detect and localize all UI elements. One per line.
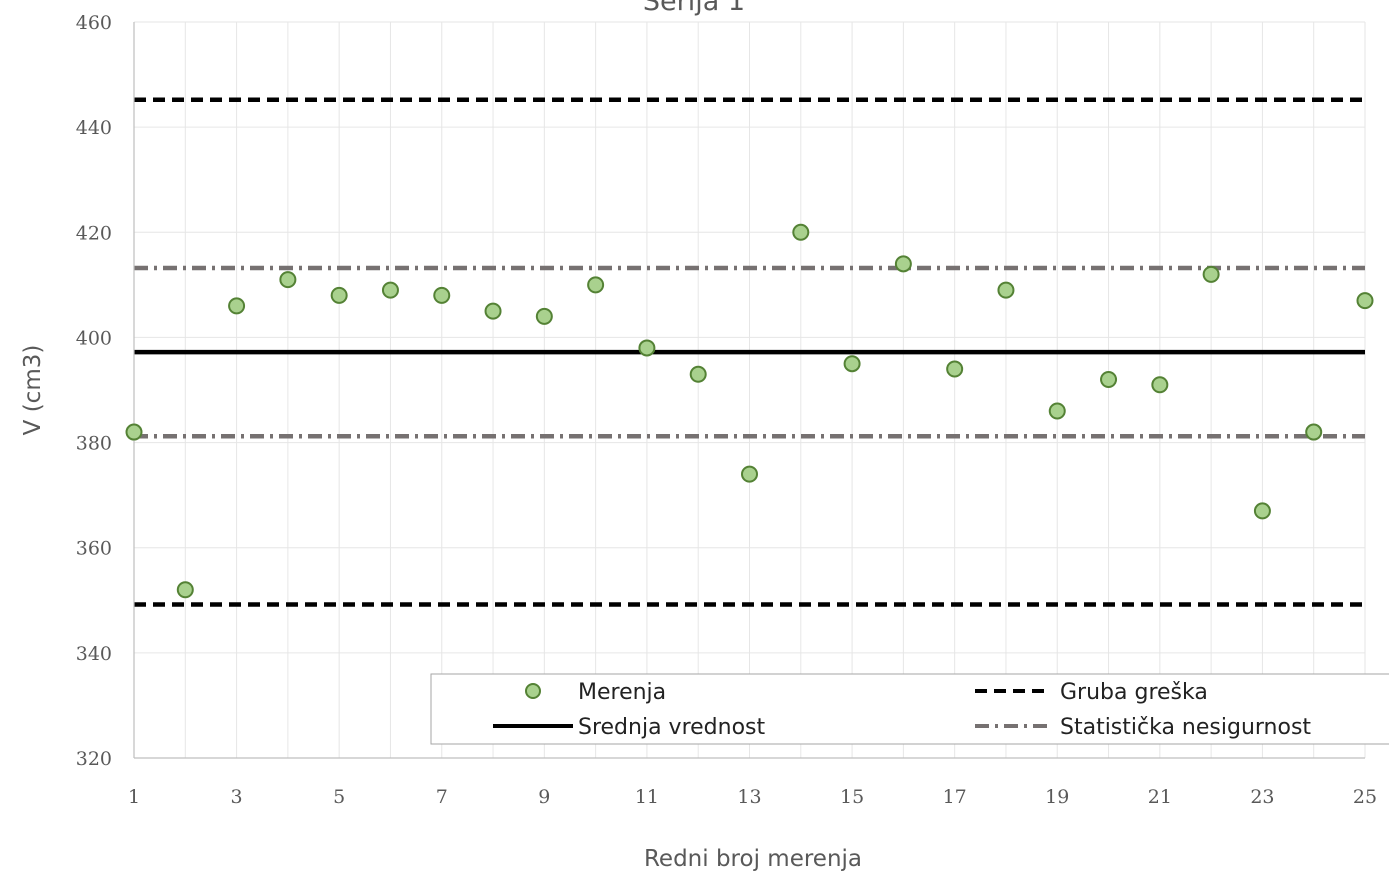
reference-lines (134, 97, 1365, 607)
data-point (1048, 402, 1066, 420)
y-axis-title: V (cm3) (20, 345, 46, 436)
data-point (997, 281, 1015, 299)
legend-label-gruba-greska: Gruba greška (1060, 680, 1208, 705)
y-tick-label: 380 (76, 433, 112, 455)
data-point (741, 465, 758, 483)
legend-box (430, 673, 1389, 745)
data-point (1356, 292, 1374, 310)
data-point (125, 423, 143, 441)
data-point (1253, 502, 1271, 520)
x-tick-label: 9 (538, 786, 550, 808)
data-point (638, 339, 656, 357)
data-point (1202, 265, 1220, 283)
x-tick-label: 17 (943, 786, 967, 808)
x-tick-label: 15 (840, 786, 864, 808)
x-tick-label: 1 (128, 786, 140, 808)
x-axis-title: Redni broj merenja (644, 846, 862, 872)
data-point (176, 581, 194, 599)
x-tick-label: 23 (1250, 786, 1274, 808)
axes (133, 22, 1365, 759)
y-tick-label: 360 (76, 538, 112, 560)
legend-label-merenja: Merenja (578, 680, 666, 705)
data-point (1305, 423, 1323, 441)
data-point (946, 360, 964, 378)
data-point (535, 307, 553, 325)
x-tick-label: 3 (231, 786, 243, 808)
data-point (228, 297, 246, 315)
x-tick-label: 5 (333, 786, 345, 808)
data-point (330, 286, 348, 304)
data-point (484, 302, 502, 320)
x-tick-label: 19 (1045, 786, 1069, 808)
data-point (279, 271, 297, 289)
y-tick-label: 400 (76, 327, 112, 349)
data-point (433, 286, 451, 304)
legend-label-statisticka-nesigurnost: Statistička nesigurnost (1060, 715, 1311, 740)
y-tick-label: 460 (76, 12, 112, 34)
legend-marker-merenja (525, 683, 541, 699)
data-point (1151, 376, 1169, 394)
y-tick-label: 420 (76, 222, 112, 244)
data-point (843, 355, 861, 373)
legend: Merenja Gruba greška Srednja vrednost St… (430, 673, 1389, 745)
data-point (587, 276, 605, 294)
data-point (689, 365, 707, 383)
x-tick-label: 7 (436, 786, 448, 808)
x-tick-label: 21 (1148, 786, 1172, 808)
x-tick-label: 11 (635, 786, 659, 808)
data-point (792, 223, 810, 241)
x-tick-label: 13 (737, 786, 761, 808)
data-point (1100, 370, 1118, 388)
x-tick-label: 25 (1353, 786, 1377, 808)
y-tick-label: 440 (76, 117, 112, 139)
y-tick-label: 340 (76, 643, 112, 665)
grid (133, 21, 1366, 759)
y-tick-label: 320 (76, 748, 112, 770)
data-point (381, 281, 399, 299)
chart-title: Serija 1 (643, 0, 745, 17)
legend-label-srednja-vrednost: Srednja vrednost (578, 715, 766, 740)
data-point (894, 255, 912, 273)
data-points (125, 223, 1374, 599)
